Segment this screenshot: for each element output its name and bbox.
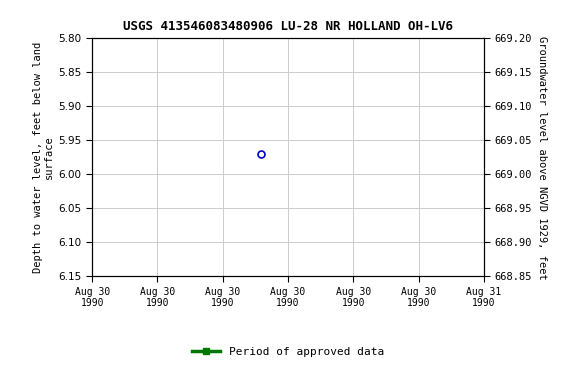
- Y-axis label: Groundwater level above NGVD 1929, feet: Groundwater level above NGVD 1929, feet: [537, 36, 547, 279]
- Title: USGS 413546083480906 LU-28 NR HOLLAND OH-LV6: USGS 413546083480906 LU-28 NR HOLLAND OH…: [123, 20, 453, 33]
- Legend: Period of approved data: Period of approved data: [188, 343, 388, 361]
- Y-axis label: Depth to water level, feet below land
surface: Depth to water level, feet below land su…: [33, 42, 54, 273]
